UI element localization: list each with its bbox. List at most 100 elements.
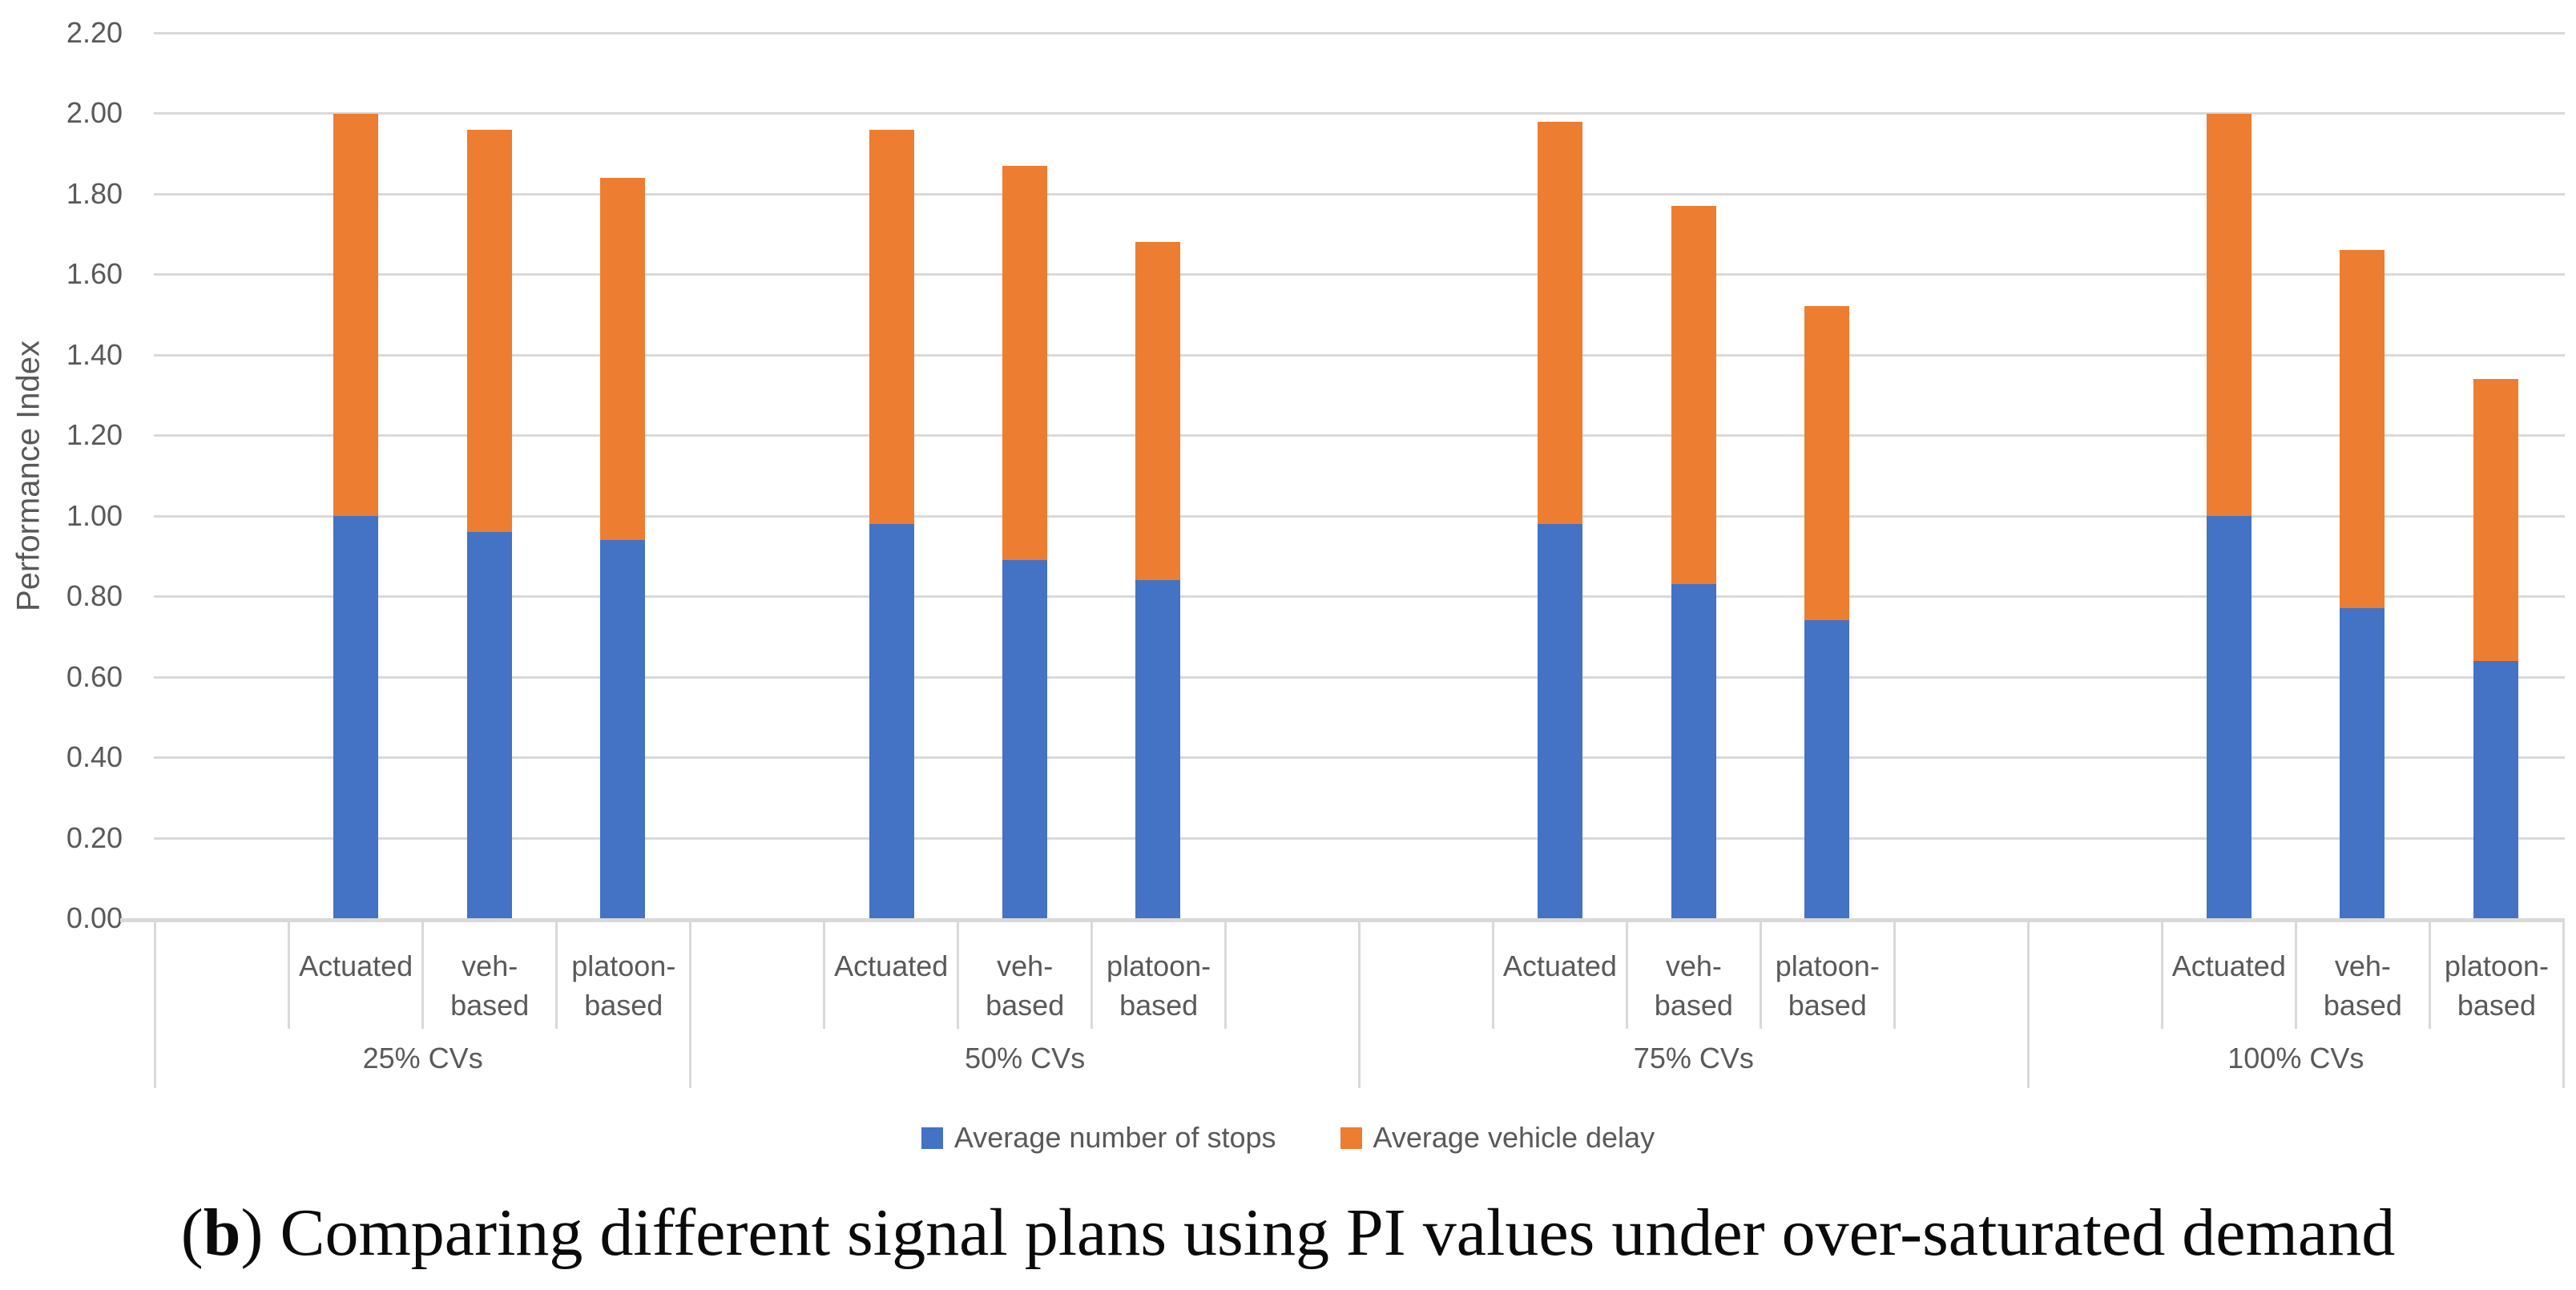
legend-item-average-number-of-stops: Average number of stops (921, 1121, 1276, 1155)
x-group-25-cvs: Actuated veh- based platoon- based 25% CVs (154, 922, 689, 1088)
y-tick-label: 0.80 (66, 579, 123, 613)
segment-average-number-of-stops (869, 524, 914, 918)
caption-label-letter: b (203, 1195, 241, 1270)
x-label-blank (1227, 922, 1358, 1029)
segment-average-vehicle-delay (466, 130, 512, 532)
segment-average-vehicle-delay (600, 178, 646, 540)
bar-100-cvs-platoon-based (2473, 379, 2518, 918)
y-tick-label: 1.00 (66, 498, 123, 532)
bar-cell (2296, 33, 2429, 918)
bar-cell (958, 33, 1091, 918)
bar-cell (1361, 33, 1494, 918)
bar-cell (2429, 33, 2562, 918)
gridline (154, 112, 2565, 115)
segment-average-number-of-stops (466, 532, 512, 918)
segment-average-number-of-stops (600, 540, 646, 918)
bar-cell (1760, 33, 1893, 918)
x-label-veh-based: veh- based (2297, 922, 2431, 1029)
caption-open-paren: ( (180, 1195, 204, 1270)
y-tick-label: 2.20 (66, 16, 123, 49)
gridline (154, 353, 2565, 357)
segment-average-number-of-stops (2473, 661, 2518, 918)
x-group-label: 50% CVs (965, 1042, 1086, 1074)
x-axis: Actuated veh- based platoon- based 25% CVs A… (154, 922, 2565, 1088)
segment-average-number-of-stops (1804, 620, 1850, 918)
segment-average-number-of-stops (2207, 516, 2252, 918)
bar-group-100-cvs (2027, 33, 2565, 918)
bar-cell (1494, 33, 1627, 918)
y-tick-label: 0.00 (66, 901, 123, 934)
segment-average-number-of-stops (1671, 584, 1716, 918)
segment-average-vehicle-delay (2340, 250, 2385, 608)
x-label-blank (2030, 922, 2163, 1029)
bar-cell (691, 33, 824, 918)
bar-cell (1627, 33, 1760, 918)
x-group-100-cvs: Actuated veh- based platoon- based 100% CVs (2026, 922, 2565, 1088)
bar-cell (156, 33, 289, 918)
bar-75-cvs-veh-based (1671, 206, 1716, 918)
x-group-label: 75% CVs (1633, 1042, 1754, 1074)
bar-cell (2163, 33, 2296, 918)
x-group-label: 25% CVs (362, 1042, 483, 1074)
gridline (154, 595, 2565, 599)
x-label-actuated: Actuated (825, 922, 960, 1029)
x-category-row: Actuated veh- based platoon- based (156, 922, 689, 1029)
bar-100-cvs-actuated (2207, 114, 2252, 918)
x-label-veh-based: veh- based (959, 922, 1094, 1029)
y-tick-label: 1.20 (66, 418, 123, 452)
gridline (154, 32, 2565, 34)
gridline (154, 514, 2565, 518)
y-tick-label: 1.60 (66, 257, 123, 291)
legend-item-average-vehicle-delay: Average vehicle delay (1340, 1121, 1655, 1155)
segment-average-vehicle-delay (1002, 166, 1048, 560)
x-label-actuated: Actuated (1494, 922, 1628, 1029)
x-group-label: 100% CVs (2227, 1042, 2364, 1074)
x-label-platoon-based: platoon- based (571, 949, 676, 1022)
x-label-platoon-based: platoon- based (2444, 949, 2549, 1022)
bar-25-cvs-veh-based (466, 130, 512, 918)
y-axis-tick-labels: 2.20 2.00 1.80 1.60 1.40 1.20 1.00 0.80 0.60 0.40… (0, 18, 123, 933)
caption-text: ) Comparing different signal plans using… (240, 1195, 2396, 1270)
x-category-row: Actuated veh- based platoon- based (691, 922, 1358, 1029)
segment-average-number-of-stops (1002, 560, 1048, 918)
bar-cell (1091, 33, 1224, 918)
bar-group-75-cvs (1358, 33, 2027, 918)
bar-cell (825, 33, 958, 918)
bar-100-cvs-veh-based (2340, 250, 2385, 918)
x-category-row: Actuated veh- based platoon- based (2030, 922, 2562, 1029)
legend-swatch-average-vehicle-delay (1340, 1127, 1362, 1149)
x-label-actuated: Actuated (2163, 922, 2297, 1029)
plot-area (120, 32, 2565, 922)
y-tick-label: 0.40 (66, 740, 123, 774)
y-tick-label: 1.40 (66, 337, 123, 371)
bar-50-cvs-platoon-based (1135, 242, 1181, 918)
bar-25-cvs-actuated (333, 114, 379, 918)
y-tick-label: 0.60 (66, 659, 123, 693)
bar-cell (423, 33, 556, 918)
segment-average-vehicle-delay (1671, 206, 1716, 584)
gridline (154, 836, 2565, 840)
segment-average-vehicle-delay (2207, 114, 2252, 516)
segment-average-vehicle-delay (2473, 379, 2518, 661)
x-label-blank (691, 922, 826, 1029)
gridline (154, 192, 2565, 196)
segment-average-vehicle-delay (1538, 122, 1583, 524)
bar-group-50-cvs (689, 33, 1358, 918)
x-label-blank (1896, 922, 2027, 1029)
bar-50-cvs-veh-based (1002, 166, 1048, 918)
legend-swatch-average-number-of-stops (921, 1127, 943, 1149)
gridline (154, 756, 2565, 760)
gridline (154, 273, 2565, 276)
x-label-platoon-based: platoon- based (1093, 922, 1228, 1029)
bar-75-cvs-actuated (1538, 122, 1583, 918)
x-label-actuated: Actuated (290, 922, 425, 1029)
legend-label: Average number of stops (953, 1121, 1276, 1154)
x-group-75-cvs: Actuated veh- based platoon- based 75% CVs (1358, 922, 2027, 1088)
bar-cell (1893, 33, 2026, 918)
segment-average-vehicle-delay (869, 130, 914, 524)
gridline (154, 434, 2565, 437)
legend-label: Average vehicle delay (1373, 1121, 1655, 1154)
x-label-platoon-based: platoon- based (1762, 922, 1896, 1029)
bar-cell (556, 33, 689, 918)
